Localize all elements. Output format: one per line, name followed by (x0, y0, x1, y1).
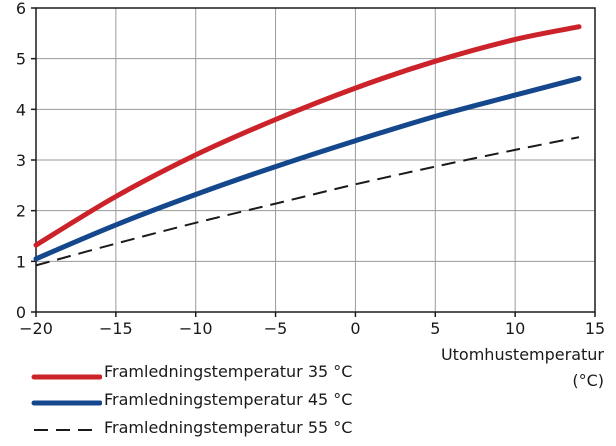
y-tick-label: 1 (16, 252, 26, 271)
legend-label-45: Framledningstemperatur 45 °C (104, 390, 353, 409)
legend-swatch-55 (34, 429, 100, 431)
grid (36, 8, 595, 312)
y-tick-label: 6 (16, 0, 26, 18)
tick-labels: −20 −15 −10 −5 0 5 10 15 0 1 2 3 4 5 6 (16, 0, 605, 338)
y-tick-label: 3 (16, 151, 26, 170)
x-tick-label: −20 (19, 319, 53, 338)
legend-swatch-45 (31, 400, 102, 406)
series-lines (33, 24, 582, 267)
legend-label-35: Framledningstemperatur 35 °C (104, 362, 353, 381)
axes (31, 7, 596, 317)
legend-swatch-35 (31, 374, 102, 380)
series-line-55 (35, 136, 580, 267)
x-tick-label: −15 (99, 319, 133, 338)
x-tick-label: −5 (264, 319, 288, 338)
legend-label-55: Framledningstemperatur 55 °C (104, 418, 353, 437)
x-tick-label: −10 (179, 319, 213, 338)
x-tick-label: 5 (430, 319, 440, 338)
y-tick-label: 2 (16, 202, 26, 221)
series-line-35 (33, 24, 582, 248)
x-tick-label: 15 (585, 319, 605, 338)
x-tick-label: 0 (350, 319, 360, 338)
x-axis-label-line-1: Utomhustemperatur (440, 345, 604, 364)
x-axis-label-line-2: (°C) (572, 371, 604, 390)
y-tick-label: 4 (16, 100, 26, 119)
y-tick-label: 5 (16, 50, 26, 69)
x-axis-label: Utomhustemperatur (°C) (441, 342, 604, 394)
x-tick-label: 10 (505, 319, 525, 338)
series-line-45 (33, 75, 582, 262)
y-tick-label: 0 (16, 303, 26, 322)
